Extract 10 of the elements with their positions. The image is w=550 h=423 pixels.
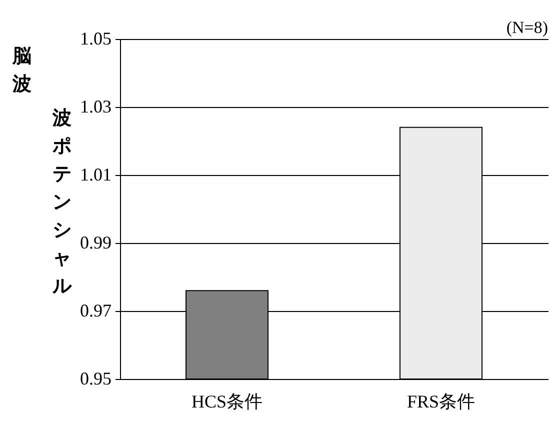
- y-tick-label: 0.99: [80, 232, 112, 252]
- y-tick-label: 0.95: [80, 368, 112, 388]
- x-tick-label: HCS条件: [191, 392, 263, 412]
- x-tick-label: FRS条件: [406, 392, 476, 412]
- y-tick-label: 1.03: [80, 96, 112, 116]
- y-tick-label: 1.01: [80, 164, 112, 184]
- text: 脳波波ポテンシャル: [12, 45, 72, 297]
- y-tick-label: 0.97: [80, 300, 112, 320]
- y-tick-label: 1.05: [80, 28, 112, 48]
- text: (N=8): [506, 18, 548, 37]
